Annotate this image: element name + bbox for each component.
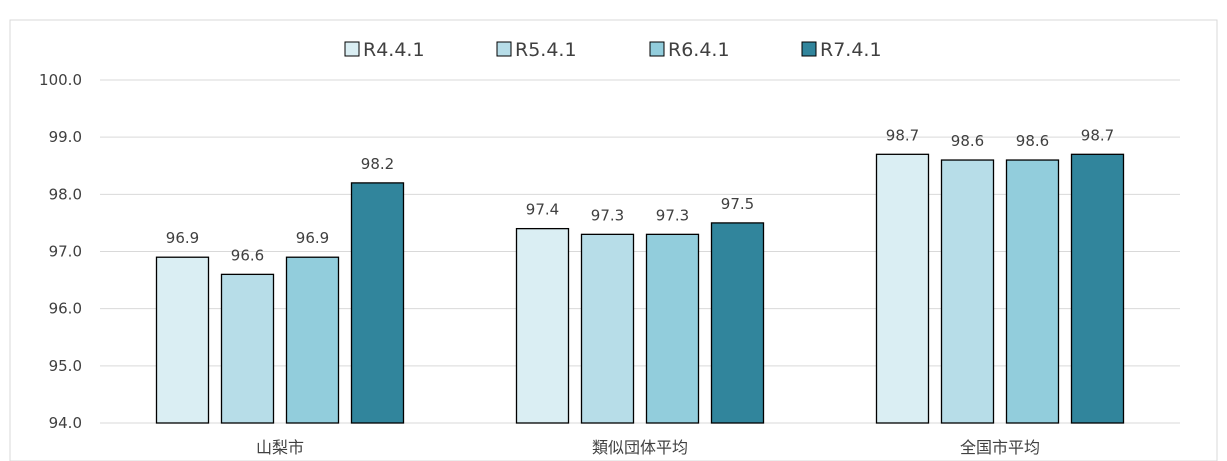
y-tick-label: 94.0 [49, 414, 82, 432]
gridlines [100, 79, 1180, 424]
bar-0-0 [155, 256, 210, 424]
bar-2-2 [1005, 159, 1060, 424]
data-label: 98.6 [951, 132, 984, 150]
data-label: 98.7 [1081, 126, 1114, 144]
legend-label: R6.4.1 [668, 39, 730, 61]
bar-1-3 [710, 222, 765, 424]
legend-swatch-1 [496, 41, 512, 57]
bar-2-0 [875, 153, 930, 424]
legend-swatch-3 [801, 41, 817, 57]
legend-swatch-0 [344, 41, 360, 57]
y-tick-label: 100.0 [39, 71, 82, 89]
bar-1-2 [645, 233, 700, 424]
bars [155, 153, 1125, 424]
legend-label: R7.4.1 [820, 39, 882, 61]
bar-1-1 [580, 233, 635, 424]
category-labels: 山梨市 類似団体平均 全国市平均 [256, 438, 1040, 457]
y-tick-label: 96.0 [49, 300, 82, 318]
bar-0-2 [285, 256, 340, 424]
data-label: 98.2 [361, 155, 394, 173]
data-label: 96.9 [296, 229, 329, 247]
legend-swatch-2 [649, 41, 665, 57]
bar-0-1 [220, 273, 275, 424]
data-label: 98.6 [1016, 132, 1049, 150]
y-tick-label: 95.0 [49, 357, 82, 375]
bar-2-3 [1070, 153, 1125, 424]
data-labels: 96.9 96.6 96.9 98.2 97.4 97.3 97.3 97.5 98.7 98.6… [166, 126, 1114, 264]
category-label: 山梨市 [256, 438, 304, 457]
y-axis-ticks: 94.0 95.0 96.0 97.0 98.0 99.0 100.0 [39, 71, 82, 432]
bar-2-1 [940, 159, 995, 424]
bar-1-0 [515, 227, 570, 424]
legend-label: R4.4.1 [363, 39, 425, 61]
data-label: 96.6 [231, 246, 264, 264]
y-tick-label: 98.0 [49, 185, 82, 203]
data-label: 98.7 [886, 126, 919, 144]
data-label: 97.3 [656, 206, 689, 224]
data-label: 97.3 [591, 206, 624, 224]
y-tick-label: 99.0 [49, 128, 82, 146]
y-tick-label: 97.0 [49, 243, 82, 261]
bar-0-3 [350, 182, 405, 424]
legend-label: R5.4.1 [515, 39, 577, 61]
data-label: 97.5 [721, 195, 754, 213]
data-label: 97.4 [526, 201, 559, 219]
legend: R4.4.1 R5.4.1 R6.4.1 R7.4.1 [344, 39, 882, 61]
data-label: 96.9 [166, 229, 199, 247]
category-label: 類似団体平均 [592, 438, 688, 457]
category-label: 全国市平均 [960, 438, 1040, 457]
